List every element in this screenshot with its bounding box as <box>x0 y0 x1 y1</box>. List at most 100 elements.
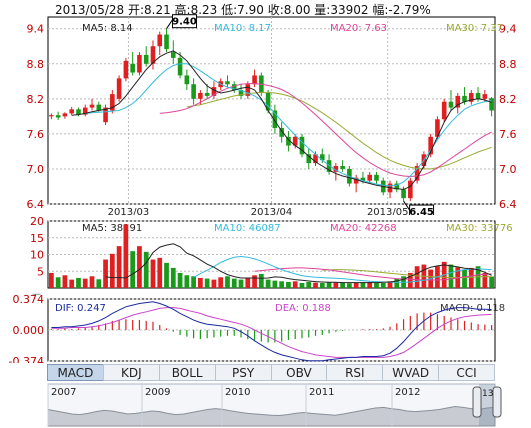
navigator-year-label: 2007 <box>51 387 76 398</box>
candle-body <box>374 174 379 181</box>
candle-body <box>353 177 359 184</box>
tab-obv[interactable]: OBV <box>270 364 328 381</box>
volume-ytick-label: 5 <box>37 265 44 278</box>
volume-bar <box>198 277 203 288</box>
volume-bar <box>150 259 156 288</box>
macd-ytick-label: 0.374 <box>13 295 45 306</box>
volume-bar <box>360 282 366 288</box>
price-ma10-line <box>85 63 492 187</box>
navigator-year-label: 2010 <box>225 387 250 398</box>
callout-box <box>172 14 198 29</box>
candle-body <box>184 75 190 85</box>
volume-bar <box>130 251 136 288</box>
volume-bar <box>170 267 176 288</box>
price-ytick-label-left: 6.4 <box>27 198 45 211</box>
candle-body <box>116 78 122 99</box>
price-ma20-line <box>159 83 492 178</box>
candle-body <box>89 104 95 108</box>
candle-body <box>292 136 298 146</box>
macd-dea-line <box>51 307 492 358</box>
volume-bar <box>109 253 115 288</box>
candle-body <box>170 52 176 58</box>
volume-bar <box>462 269 467 288</box>
volume-ytick-label: 15 <box>30 232 44 245</box>
tab-cci[interactable]: CCI <box>438 364 495 381</box>
volume-ma20-line <box>254 267 492 281</box>
callout-leader <box>403 200 410 211</box>
volume-chart[interactable]: 20 15 10 5 万 MA5: 38191 MA10: 46087 MA20: 42268… <box>0 215 531 295</box>
navigator-handle-label: 13 <box>482 389 493 399</box>
volume-legend-ma5: MA5: 38191 <box>82 223 142 234</box>
volume-bar <box>69 279 75 288</box>
price-ma30-line <box>186 91 492 170</box>
candle-body <box>150 46 156 64</box>
callout-high-label: 9.40 <box>172 17 197 28</box>
volume-ma5-line <box>105 243 492 284</box>
candle-body <box>468 92 474 102</box>
candle-body <box>340 166 345 169</box>
candle-body <box>96 104 102 111</box>
volume-bar <box>137 246 142 288</box>
volume-ma30-line <box>322 269 492 279</box>
volume-bar <box>347 283 352 288</box>
tab-wvad[interactable]: WVAD <box>382 364 440 381</box>
candle-body <box>191 84 196 99</box>
volume-bar <box>177 272 183 288</box>
volume-legend-ma10: MA10: 46087 <box>214 223 281 234</box>
volume-bar <box>184 275 190 288</box>
volume-bar <box>326 281 332 288</box>
candle-body <box>245 84 251 96</box>
navigator-left-handle[interactable] <box>472 386 482 418</box>
tab-psy[interactable]: PSY <box>214 364 272 381</box>
candle-body <box>225 81 230 85</box>
volume-bar <box>252 275 257 288</box>
candle-body <box>401 189 406 199</box>
price-ytick-label-left: 9.4 <box>27 23 45 36</box>
volume-bar <box>468 267 474 288</box>
volume-unit-label: 万 <box>32 294 41 295</box>
timeline-navigator[interactable]: 2007 2009 2010 2011 2012 13 <box>0 382 531 428</box>
volume-bar <box>89 276 95 288</box>
volume-bar <box>49 272 54 288</box>
price-ytick-label-right: 7.0 <box>499 163 517 176</box>
candle-body <box>441 101 447 120</box>
price-ytick-label-right: 9.4 <box>499 23 517 36</box>
candle-body <box>198 92 203 99</box>
callout-leader <box>166 19 173 29</box>
tab-boll[interactable]: BOLL <box>158 364 216 381</box>
tab-macd[interactable]: MACD <box>47 364 104 381</box>
volume-bar <box>76 277 81 288</box>
macd-legend-dif: DIF: 0.247 <box>55 303 106 314</box>
price-chart[interactable]: 9.4 9.4 8.8 8.8 8.2 8.2 7.6 7.6 7.0 7.0 6.4 6.4 2013… <box>0 0 531 215</box>
candle-body <box>448 101 454 108</box>
volume-bar <box>340 282 345 288</box>
candle-body <box>177 57 183 76</box>
tab-kdj[interactable]: KDJ <box>102 364 160 381</box>
candle-body <box>252 75 257 85</box>
candle-body <box>55 115 61 118</box>
price-ytick-label-left: 8.2 <box>27 93 45 106</box>
macd-plot-frame <box>47 298 496 362</box>
tab-rsi[interactable]: RSI <box>326 364 384 381</box>
price-ytick-label-right: 8.8 <box>499 58 517 71</box>
candle-body <box>286 136 291 146</box>
candle-body <box>272 110 278 129</box>
volume-bar <box>279 281 285 288</box>
price-xtick-label: 2013/03 <box>108 207 150 215</box>
price-ytick-label-right: 7.6 <box>499 128 517 141</box>
volume-bar <box>157 257 163 288</box>
candle-body <box>62 113 68 117</box>
volume-bar <box>164 262 169 288</box>
navigator-right-handle[interactable] <box>492 386 502 418</box>
volume-bar <box>414 266 420 288</box>
candle-body <box>428 136 433 155</box>
candle-body <box>123 60 129 79</box>
volume-bar <box>319 282 325 288</box>
volume-bar <box>387 281 393 288</box>
volume-bar <box>62 275 68 288</box>
candle-body <box>49 115 54 117</box>
volume-bar <box>394 278 400 288</box>
candle-body <box>455 95 461 108</box>
volume-bar <box>238 279 244 288</box>
